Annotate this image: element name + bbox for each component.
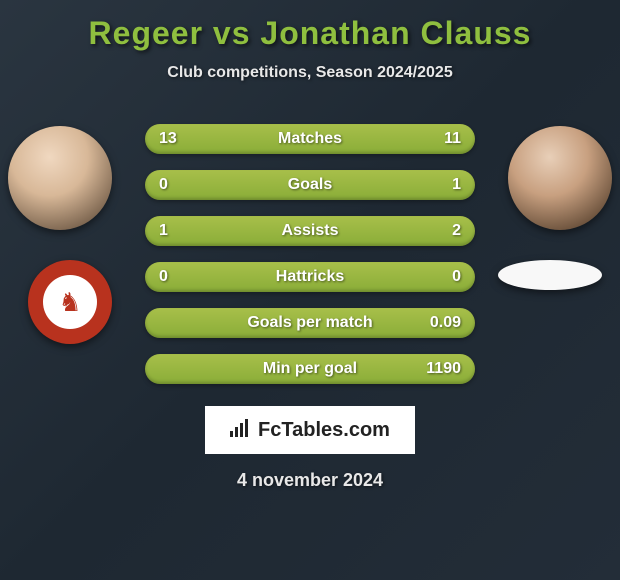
horse-icon: ♞ [58,287,81,318]
stat-left-value: 13 [159,130,195,148]
chart-icon [230,419,252,442]
stat-label: Assists [282,222,339,240]
page-subtitle: Club competitions, Season 2024/2025 [167,64,452,82]
stat-right-value: 0.09 [425,314,461,332]
club-badge-left-inner: ♞ [43,275,98,330]
date-label: 4 november 2024 [237,470,383,491]
stat-left-value: 0 [159,176,195,194]
stat-left-value: 1 [159,222,195,240]
page-title: Regeer vs Jonathan Clauss [89,15,532,52]
stat-label: Min per goal [263,360,357,378]
stat-right-value: 11 [425,130,461,148]
club-badge-right [498,260,602,290]
stat-right-value: 1190 [425,360,461,378]
stat-label: Goals [288,176,332,194]
stat-label: Hattricks [276,268,344,286]
stat-right-value: 0 [425,268,461,286]
stat-left-value: 0 [159,268,195,286]
stat-label: Goals per match [247,314,372,332]
comparison-card: Regeer vs Jonathan Clauss Club competiti… [0,0,620,501]
brand-box: FcTables.com [205,406,415,454]
stat-row-min-per-goal: Min per goal 1190 [145,354,475,384]
stats-list: 13 Matches 11 0 Goals 1 1 Assists 2 0 Ha… [145,124,475,384]
stat-label: Matches [278,130,342,148]
stat-right-value: 1 [425,176,461,194]
player-avatar-right [508,126,612,230]
club-badge-left: ♞ [28,260,112,344]
brand-label: FcTables.com [258,419,390,442]
stat-right-value: 2 [425,222,461,240]
stat-row-goals-per-match: Goals per match 0.09 [145,308,475,338]
stat-row-assists: 1 Assists 2 [145,216,475,246]
player-avatar-left [8,126,112,230]
stat-row-goals: 0 Goals 1 [145,170,475,200]
stat-row-matches: 13 Matches 11 [145,124,475,154]
stat-row-hattricks: 0 Hattricks 0 [145,262,475,292]
